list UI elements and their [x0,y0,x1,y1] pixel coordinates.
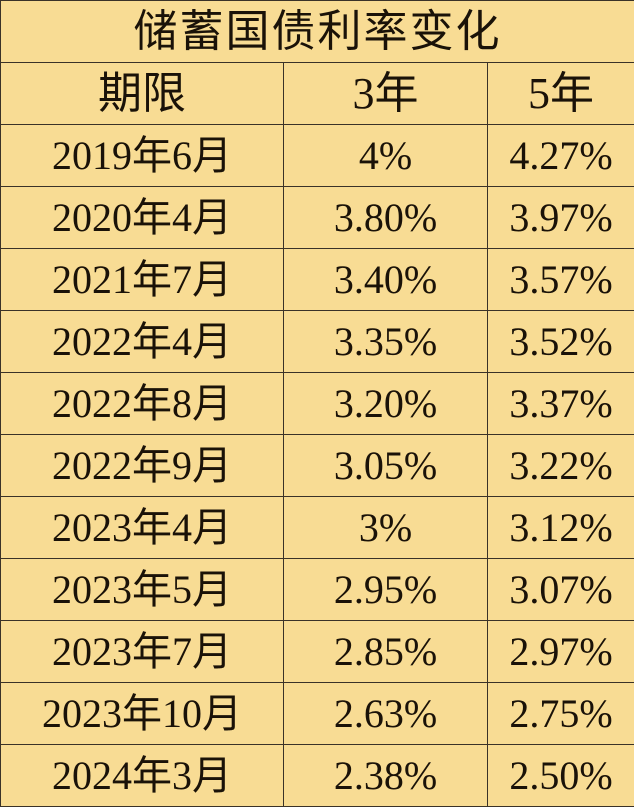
period-cell: 2023年4月 [1,497,284,559]
rate-3yr-cell: 2.95% [284,559,488,621]
period-cell: 2019年6月 [1,125,284,187]
rate-5yr-cell: 3.37% [488,373,634,435]
rate-3yr-cell: 3% [284,497,488,559]
rate-3yr-cell: 3.35% [284,311,488,373]
column-header-3yr: 3年 [284,63,488,125]
header-row: 期限 3年 5年 [1,63,634,125]
rate-3yr-cell: 3.05% [284,435,488,497]
rate-5yr-cell: 3.22% [488,435,634,497]
rate-5yr-cell: 3.12% [488,497,634,559]
rate-5yr-cell: 4.27% [488,125,634,187]
rate-5yr-cell: 2.75% [488,683,634,745]
period-cell: 2020年4月 [1,187,284,249]
rate-3yr-cell: 4% [284,125,488,187]
period-cell: 2022年4月 [1,311,284,373]
period-cell: 2024年3月 [1,745,284,807]
period-cell: 2022年8月 [1,373,284,435]
rate-5yr-cell: 3.52% [488,311,634,373]
period-cell: 2021年7月 [1,249,284,311]
column-header-5yr: 5年 [488,63,634,125]
rate-5yr-cell: 3.57% [488,249,634,311]
rate-5yr-cell: 3.97% [488,187,634,249]
rate-3yr-cell: 3.80% [284,187,488,249]
rate-3yr-cell: 2.63% [284,683,488,745]
title-row: 储蓄国债利率变化 [1,1,634,63]
column-header-period: 期限 [1,63,284,125]
period-cell: 2023年5月 [1,559,284,621]
period-cell: 2023年10月 [1,683,284,745]
period-cell: 2023年7月 [1,621,284,683]
rate-3yr-cell: 3.40% [284,249,488,311]
table-title: 储蓄国债利率变化 [1,1,634,63]
rate-3yr-cell: 3.20% [284,373,488,435]
rate-5yr-cell: 2.50% [488,745,634,807]
period-cell: 2022年9月 [1,435,284,497]
rate-5yr-cell: 3.07% [488,559,634,621]
rate-5yr-cell: 2.97% [488,621,634,683]
rate-3yr-cell: 2.38% [284,745,488,807]
rate-3yr-cell: 2.85% [284,621,488,683]
